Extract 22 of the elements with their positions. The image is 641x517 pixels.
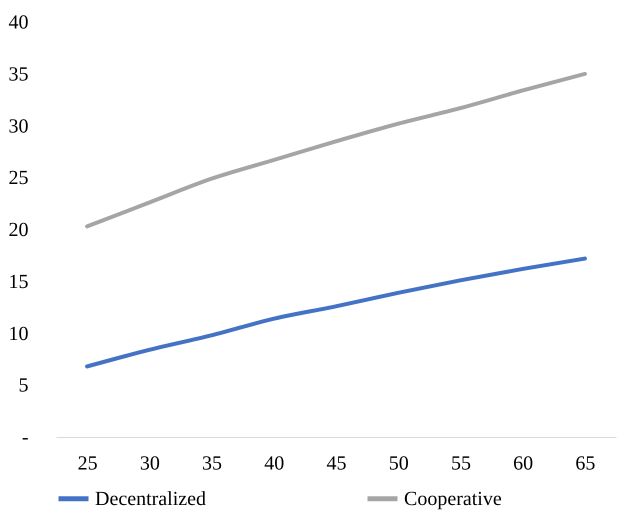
x-tick-label: 60	[513, 452, 534, 474]
y-tick-label: 40	[8, 12, 28, 34]
y-tick-label: 20	[8, 219, 28, 241]
y-tick-label: 25	[8, 167, 28, 190]
x-tick-label: 45	[326, 452, 346, 474]
y-tick-label: 15	[8, 270, 28, 293]
legend-label: Cooperative	[404, 488, 502, 510]
x-tick-label: 65	[575, 452, 596, 474]
y-tick-label: 35	[8, 63, 28, 86]
x-tick-label: 50	[388, 452, 409, 474]
legend-label: Decentralized	[95, 488, 206, 510]
y-tick-label: 30	[8, 115, 28, 138]
y-tick-label: 5	[18, 374, 28, 397]
x-tick-label: 25	[78, 452, 98, 474]
y-tick-label: -	[22, 426, 28, 448]
line-series	[85, 72, 587, 228]
line-series	[85, 256, 587, 368]
y-tick-label: 10	[8, 322, 28, 345]
x-tick-label: 35	[202, 452, 222, 474]
x-tick-label: 30	[140, 452, 160, 474]
x-tick-label: 40	[264, 452, 284, 474]
x-tick-label: 55	[450, 452, 471, 474]
